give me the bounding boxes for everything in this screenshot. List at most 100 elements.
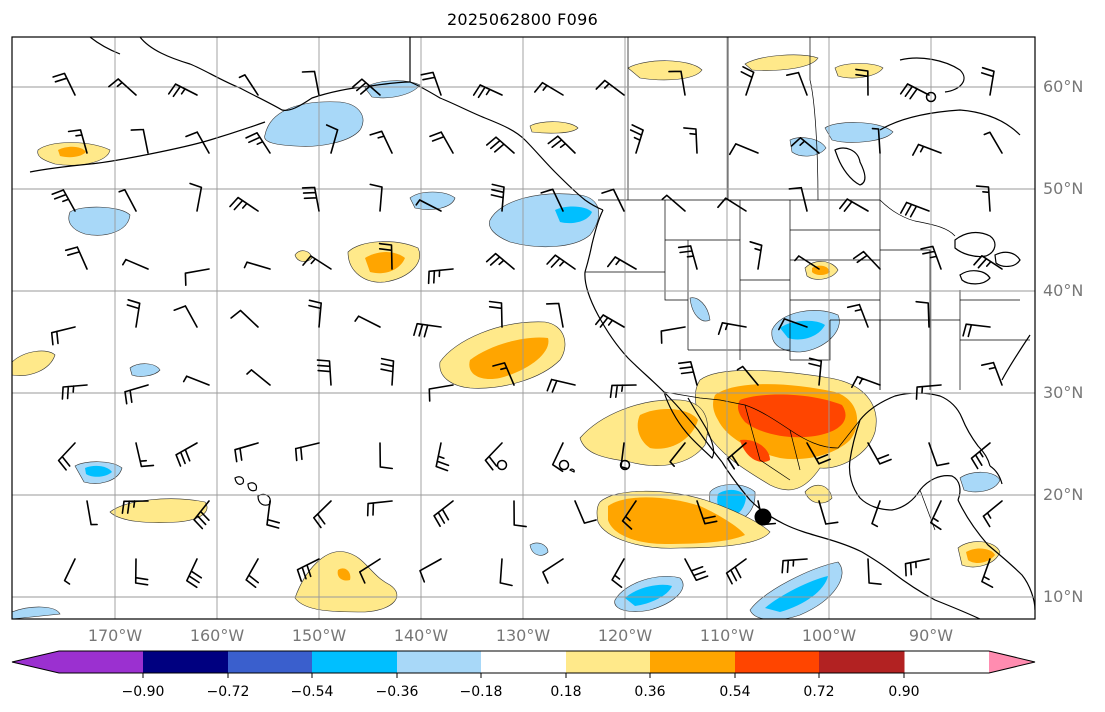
wind-barb — [900, 201, 930, 218]
wind-barb — [243, 261, 271, 270]
wind-barb — [668, 70, 686, 96]
wind-barb — [64, 246, 88, 270]
lat-label-10n: 10°N — [1043, 587, 1084, 606]
wind-barb — [234, 442, 259, 463]
colorbar — [11, 650, 1036, 678]
wind-barb — [970, 442, 991, 470]
wind-barb — [790, 137, 820, 154]
wind-barb — [930, 500, 942, 531]
lon-label-140w: 140°W — [393, 626, 449, 645]
lon-label-160w: 160°W — [189, 626, 245, 645]
wind-barb — [899, 83, 930, 100]
wind-barbs — [50, 66, 1003, 589]
wind-barb — [982, 500, 1003, 528]
colorbar-tick: 0.54 — [719, 684, 751, 700]
wind-barb — [429, 131, 454, 154]
wind-barb — [301, 70, 320, 96]
wind-barb — [52, 72, 76, 96]
colorbar-segment — [143, 651, 229, 673]
graticule — [12, 37, 1035, 619]
wind-barb — [420, 71, 442, 96]
wind-barb — [975, 185, 991, 212]
mexico-gulf-coast — [848, 419, 921, 511]
wind-barb — [867, 442, 892, 465]
wind-barb — [130, 128, 149, 154]
wind-barb — [786, 71, 808, 96]
wind-barb — [574, 500, 597, 524]
wind-barb — [296, 558, 320, 582]
wind-barb — [611, 558, 625, 588]
wind-barb — [108, 78, 137, 96]
wind-barb — [175, 442, 198, 467]
station-marker — [558, 459, 570, 471]
wind-barb — [369, 183, 383, 212]
colorbar-segment — [228, 651, 313, 673]
wind-barb — [245, 132, 271, 154]
colorbar-segment — [312, 651, 398, 673]
wind-barb — [67, 129, 88, 154]
wind-barb — [547, 135, 576, 154]
wind-barb — [499, 558, 513, 587]
wind-barb — [808, 357, 823, 386]
wind-barb — [660, 326, 686, 344]
wind-barb — [121, 500, 149, 514]
lon-label-110w: 110°W — [699, 626, 755, 645]
wind-barb — [871, 500, 881, 528]
wind-barb — [126, 299, 141, 328]
wind-barb — [484, 442, 503, 471]
wind-barb — [490, 183, 505, 212]
colorbar-outline — [11, 650, 1036, 674]
wind-barb — [352, 78, 381, 96]
wind-barb — [379, 442, 393, 470]
wind-barb — [492, 362, 515, 386]
wind-barb — [486, 136, 515, 154]
lon-label-100w: 100°W — [801, 626, 857, 645]
wind-barb — [313, 500, 332, 529]
wind-barb — [678, 361, 698, 386]
colorbar-segment — [650, 651, 736, 673]
wind-barb — [378, 242, 393, 270]
wind-barb — [621, 500, 637, 530]
colorbar-segment — [819, 651, 905, 673]
wind-barb — [683, 127, 698, 154]
wind-barb — [980, 66, 995, 96]
wind-barb — [818, 500, 839, 525]
wind-barb — [182, 375, 210, 386]
lon-label-120w: 120°W — [597, 626, 653, 645]
lon-label-170w: 170°W — [87, 626, 143, 645]
wind-barb — [124, 384, 149, 405]
neg-anomaly-canada — [824, 122, 894, 143]
wind-barb — [419, 558, 442, 583]
colorbar-tick: −0.72 — [206, 684, 250, 700]
station-marker — [496, 459, 508, 471]
wind-barb — [928, 442, 950, 467]
wind-barb — [359, 558, 381, 584]
colorbar-tick: 0.18 — [550, 684, 582, 700]
wind-barb — [778, 318, 808, 331]
wind-barb — [415, 199, 442, 212]
wind-barb — [725, 558, 747, 585]
wind-barb — [229, 196, 259, 212]
colorbar-segment — [735, 651, 820, 673]
baja-coast — [663, 391, 715, 459]
wind-barb — [86, 500, 98, 526]
wind-barb — [513, 500, 527, 528]
wind-barb — [428, 384, 454, 402]
wind-barb — [871, 127, 881, 154]
wind-barb — [316, 359, 332, 386]
lat-label-30n: 30°N — [1043, 383, 1084, 402]
circle-markers — [496, 91, 937, 526]
wind-barb — [193, 500, 210, 530]
storm-center-marker — [754, 508, 772, 526]
wind-barb — [846, 303, 869, 328]
us-west-coast — [584, 271, 723, 463]
colorbar-tick: −0.18 — [459, 684, 503, 700]
wind-barb — [794, 255, 820, 270]
colorbar-segment — [481, 651, 567, 673]
wind-barb — [308, 299, 322, 328]
wind-barb — [546, 378, 576, 393]
colorbar-tick: 0.72 — [803, 684, 835, 700]
wind-barb — [852, 250, 881, 270]
wind-barb — [981, 558, 994, 588]
wind-barb — [669, 442, 686, 467]
